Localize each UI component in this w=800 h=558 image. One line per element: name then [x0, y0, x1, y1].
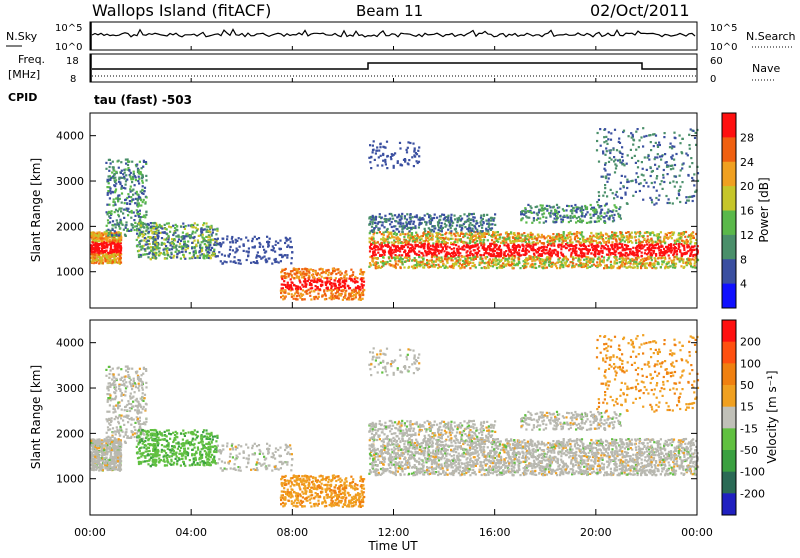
colorbar-swatch [722, 407, 736, 429]
noise-left-label: N.Sky [6, 30, 38, 43]
velocity-colorbar: 200 100 50 15 -15 -50 -100 -200 [722, 320, 765, 516]
colorbar-tick-label: -100 [740, 466, 765, 479]
power-ylabel: Slant Range [km] [29, 158, 43, 262]
y-tick-label: 2000 [56, 220, 84, 233]
freq-tick-left-low: 8 [70, 74, 76, 85]
cpid-value: tau (fast) -503 [94, 93, 192, 107]
freq-panel: Freq. [MHz] 18 8 60 0 Nave CPID tau (fas… [8, 53, 780, 107]
x-tick-label: 04:00 [175, 526, 207, 539]
colorbar-swatch [722, 385, 736, 407]
noise-right-label: N.Search [746, 30, 796, 43]
freq-left-unit: [MHz] [8, 68, 40, 81]
beam-label: Beam 11 [356, 2, 423, 20]
nave-right-label: Nave [752, 62, 780, 75]
colorbar-tick-label: 200 [740, 336, 761, 349]
noise-tick-left-high: 10^5 [55, 23, 82, 34]
colorbar-swatch [722, 284, 736, 309]
y-tick-label: 4000 [56, 130, 84, 143]
colorbar-tick-label: 8 [740, 253, 747, 266]
cpid-label: CPID [8, 91, 37, 104]
nave-tick-right-low: 0 [710, 74, 716, 85]
date-label: 02/Oct/2011 [590, 1, 690, 20]
y-tick-label: 2000 [56, 427, 84, 440]
velocity-panel: 1000 2000 3000 4000 Slant Range [km] 200 100… [29, 320, 779, 516]
velocity-colorbar-label: Velocity [m s⁻¹] [765, 370, 779, 463]
colorbar-tick-label: 20 [740, 180, 754, 193]
colorbar-tick-label: 15 [740, 401, 754, 414]
colorbar-tick-label: 24 [740, 156, 754, 169]
colorbar-tick-label: -200 [740, 487, 765, 500]
noise-tick-right-high: 10^5 [710, 23, 737, 34]
power-colorbar-label: Power [dB] [757, 177, 771, 242]
station-title: Wallops Island (fitACF) [92, 1, 271, 20]
colorbar-swatch [722, 342, 736, 364]
x-tick-label: 12:00 [378, 526, 410, 539]
power-colorbar: 4 8 12 16 20 24 28 [722, 113, 754, 309]
colorbar-swatch [722, 186, 736, 211]
noise-tick-right-low: 10^0 [710, 42, 737, 53]
x-axis-label: Time UT [367, 539, 418, 553]
y-tick-label: 1000 [56, 266, 84, 279]
colorbar-tick-label: 12 [740, 229, 754, 242]
colorbar-swatch [722, 363, 736, 385]
colorbar-swatch [722, 235, 736, 260]
colorbar-tick-label: 16 [740, 205, 754, 218]
colorbar-tick-label: 100 [740, 357, 761, 370]
freq-tick-left-high: 18 [66, 56, 79, 67]
x-tick-label: 00:00 [681, 526, 713, 539]
colorbar-tick-label: 50 [740, 379, 754, 392]
x-tick-label: 08:00 [276, 526, 308, 539]
colorbar-tick-label: 4 [740, 278, 747, 291]
colorbar-swatch [722, 137, 736, 162]
colorbar-tick-label: 28 [740, 131, 754, 144]
colorbar-tick-label: -15 [740, 422, 758, 435]
freq-left-label: Freq. [18, 53, 45, 66]
colorbar-swatch [722, 211, 736, 236]
y-tick-label: 3000 [56, 382, 84, 395]
colorbar-swatch [722, 493, 736, 515]
x-tick-label: 00:00 [74, 526, 106, 539]
nave-tick-right-high: 60 [710, 56, 723, 67]
colorbar-tick-label: -50 [740, 444, 758, 457]
colorbar-swatch [722, 113, 736, 138]
y-tick-label: 3000 [56, 175, 84, 188]
colorbar-swatch [722, 162, 736, 187]
noise-tick-left-low: 10^0 [55, 42, 82, 53]
noise-sky-trace [92, 29, 695, 37]
colorbar-swatch [722, 259, 736, 284]
colorbar-swatch [722, 472, 736, 494]
freq-trace [92, 63, 697, 69]
y-tick-label: 1000 [56, 473, 84, 486]
power-panel: 1000 2000 3000 4000 Slant Range [km] 4 8 12 16… [29, 113, 771, 309]
colorbar-swatch [722, 428, 736, 450]
velocity-ylabel: Slant Range [km] [29, 365, 43, 469]
x-tick-label: 20:00 [580, 526, 612, 539]
colorbar-swatch [722, 320, 736, 342]
y-tick-label: 4000 [56, 337, 84, 350]
x-tick-label: 16:00 [479, 526, 511, 539]
colorbar-swatch [722, 450, 736, 472]
noise-panel: N.Sky 10^5 10^0 10^5 10^0 N.Search [6, 22, 796, 53]
